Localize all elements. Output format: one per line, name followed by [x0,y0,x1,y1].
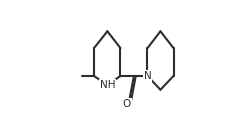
Text: NH: NH [100,80,115,90]
Text: O: O [123,99,131,109]
Text: N: N [144,71,151,81]
